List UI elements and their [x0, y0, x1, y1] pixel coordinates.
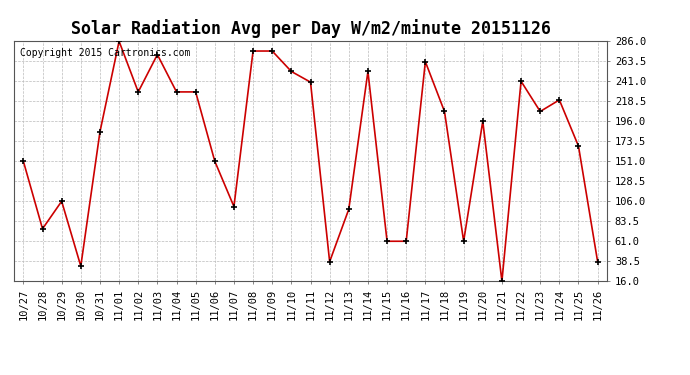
Title: Solar Radiation Avg per Day W/m2/minute 20151126: Solar Radiation Avg per Day W/m2/minute …	[70, 20, 551, 38]
Text: Copyright 2015 Cartronics.com: Copyright 2015 Cartronics.com	[20, 48, 190, 58]
